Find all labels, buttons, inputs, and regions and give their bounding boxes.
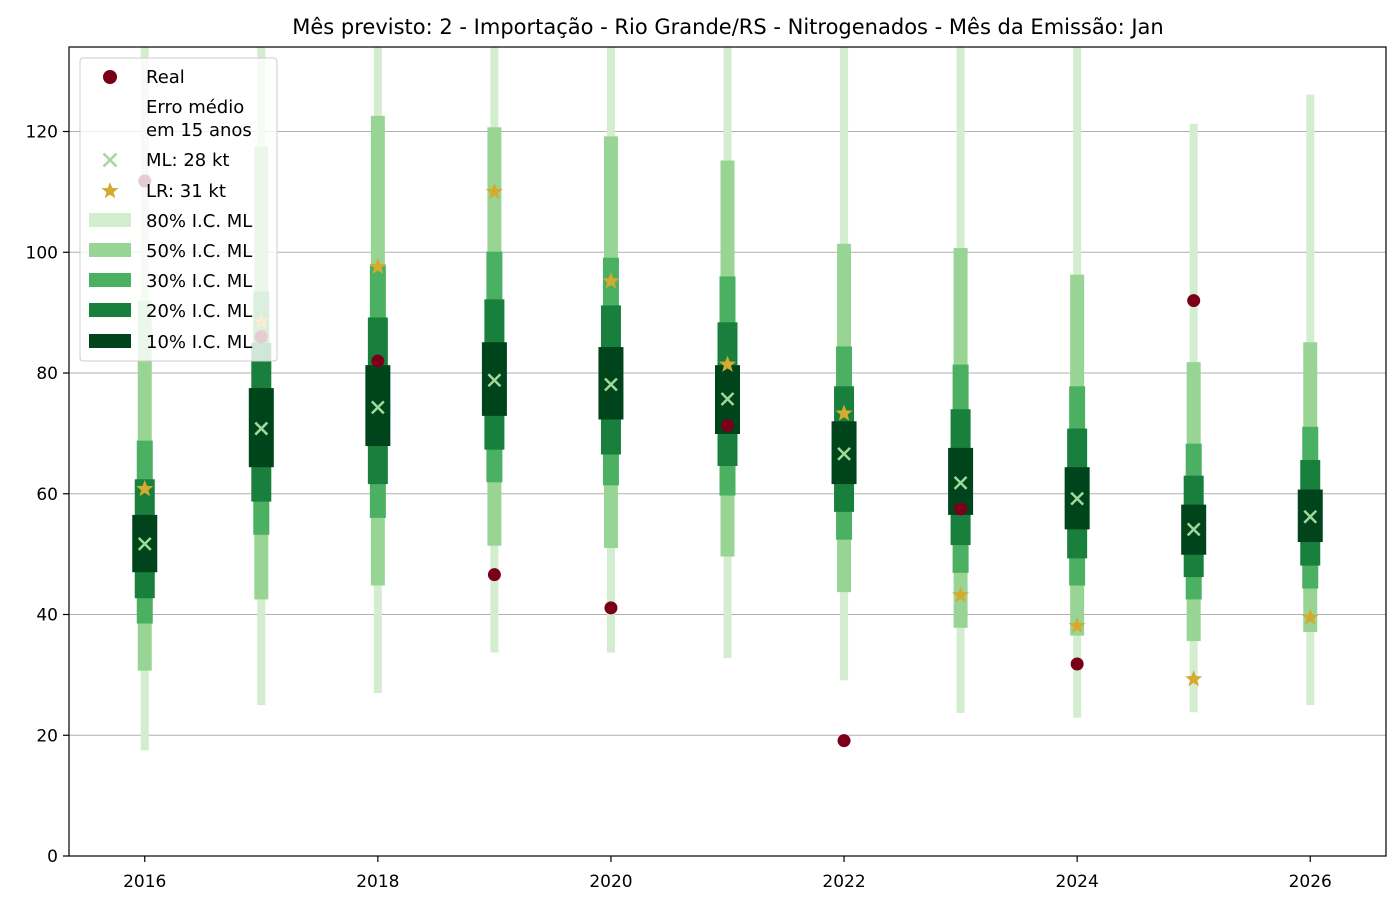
x-tick-label-2018: 2018 — [356, 872, 399, 892]
y-tick-label-20: 20 — [36, 726, 58, 746]
y-tick-label-100: 100 — [26, 243, 58, 263]
ml-point-2018 — [370, 400, 385, 415]
lr-point-2026 — [1301, 608, 1319, 625]
legend-ci50-swatch — [89, 243, 131, 257]
legend-ci20-label: 20% I.C. ML — [146, 301, 252, 322]
legend-ml-label: ML: 28 kt — [146, 150, 229, 171]
ml-point-stroke — [254, 421, 269, 436]
y-tick-label-60: 60 — [36, 485, 58, 505]
ml-point-stroke — [604, 377, 618, 392]
y-tick-label-40: 40 — [36, 606, 58, 626]
lr-point-2022 — [835, 404, 853, 421]
real-point-2020 — [604, 601, 618, 615]
ml-point-2025 — [1186, 522, 1201, 537]
lr-point-2024 — [1068, 616, 1086, 634]
ml-point-2023 — [953, 476, 968, 490]
ml-point-2019 — [487, 373, 502, 388]
lr-point-2019 — [485, 182, 503, 200]
legend-ci20-swatch — [89, 303, 131, 317]
real-point-2025 — [1187, 294, 1201, 308]
legend: Real Erro médio em 15 anos ML: 28 kt LR:… — [79, 57, 278, 362]
ml-point-2026 — [1303, 509, 1318, 524]
x-tick-label-2016: 2016 — [123, 872, 166, 892]
ml-point-2020 — [604, 377, 618, 392]
chart-title: Mês previsto: 2 - Importação - Rio Grand… — [292, 15, 1163, 39]
legend-ci80-label: 80% I.C. ML — [146, 211, 252, 232]
ml-point-2022 — [837, 447, 851, 461]
legend-ml-marker — [102, 152, 118, 168]
ml-point-stroke — [1303, 509, 1318, 524]
legend-erro-line2: em 15 anos — [146, 120, 252, 141]
ml-point-stroke — [137, 536, 152, 551]
ml-point-stroke — [370, 400, 385, 415]
legend-lr-label: LR: 31 kt — [146, 181, 226, 202]
ml-point-2024 — [1070, 491, 1085, 506]
lr-point-2018 — [369, 257, 387, 275]
ml-point-stroke — [1070, 491, 1085, 506]
real-point-2019 — [487, 568, 501, 582]
y-tick-label-0: 0 — [47, 847, 58, 867]
real-point-2022 — [837, 734, 851, 748]
lr-point-2020 — [602, 272, 620, 289]
axes: 0 20 40 60 80 100 120 2016 2018 2020 2022 2024 2026 — [26, 46, 1387, 892]
ml-point-2021 — [720, 392, 735, 406]
legend-ci50-label: 50% I.C. ML — [146, 241, 252, 262]
legend-real-marker — [103, 70, 117, 84]
x-tick-label-2022: 2022 — [822, 872, 865, 892]
x-tick-label-2020: 2020 — [589, 872, 632, 892]
real-point-2021 — [721, 419, 734, 433]
ml-point-stroke — [720, 392, 735, 406]
real-point-2024 — [1070, 657, 1084, 671]
legend-erro-line1: Erro médio — [146, 97, 244, 118]
plot-frame — [68, 46, 1387, 857]
real-point-2018 — [371, 354, 385, 368]
ml-point-2016 — [137, 536, 152, 551]
lr-point-2016 — [136, 479, 154, 497]
legend-ci30-swatch — [89, 273, 131, 287]
legend-ci30-label: 30% I.C. ML — [146, 271, 252, 292]
ci10-bar-2018 — [365, 365, 391, 447]
y-tick-label-120: 120 — [26, 123, 58, 143]
legend-lr-marker — [101, 182, 119, 199]
lr-point-2025 — [1185, 670, 1203, 687]
legend-real-label: Real — [146, 67, 185, 88]
y-tick-label-80: 80 — [36, 364, 58, 384]
ml-point-stroke — [1186, 522, 1201, 537]
legend-ci80-swatch — [89, 213, 131, 227]
ml-point-stroke — [487, 373, 502, 388]
lr-point-2021 — [718, 355, 737, 372]
x-tick-label-2026: 2026 — [1289, 872, 1332, 892]
ml-point-2017 — [254, 421, 269, 436]
real-point-2023 — [954, 502, 968, 516]
ml-point-stroke — [953, 476, 968, 490]
lr-point-2023 — [952, 586, 970, 603]
x-tick-label-2024: 2024 — [1056, 872, 1099, 892]
legend-ci10-swatch — [89, 334, 131, 348]
legend-ci10-label: 10% I.C. ML — [146, 332, 252, 353]
ml-point-stroke — [837, 447, 851, 461]
